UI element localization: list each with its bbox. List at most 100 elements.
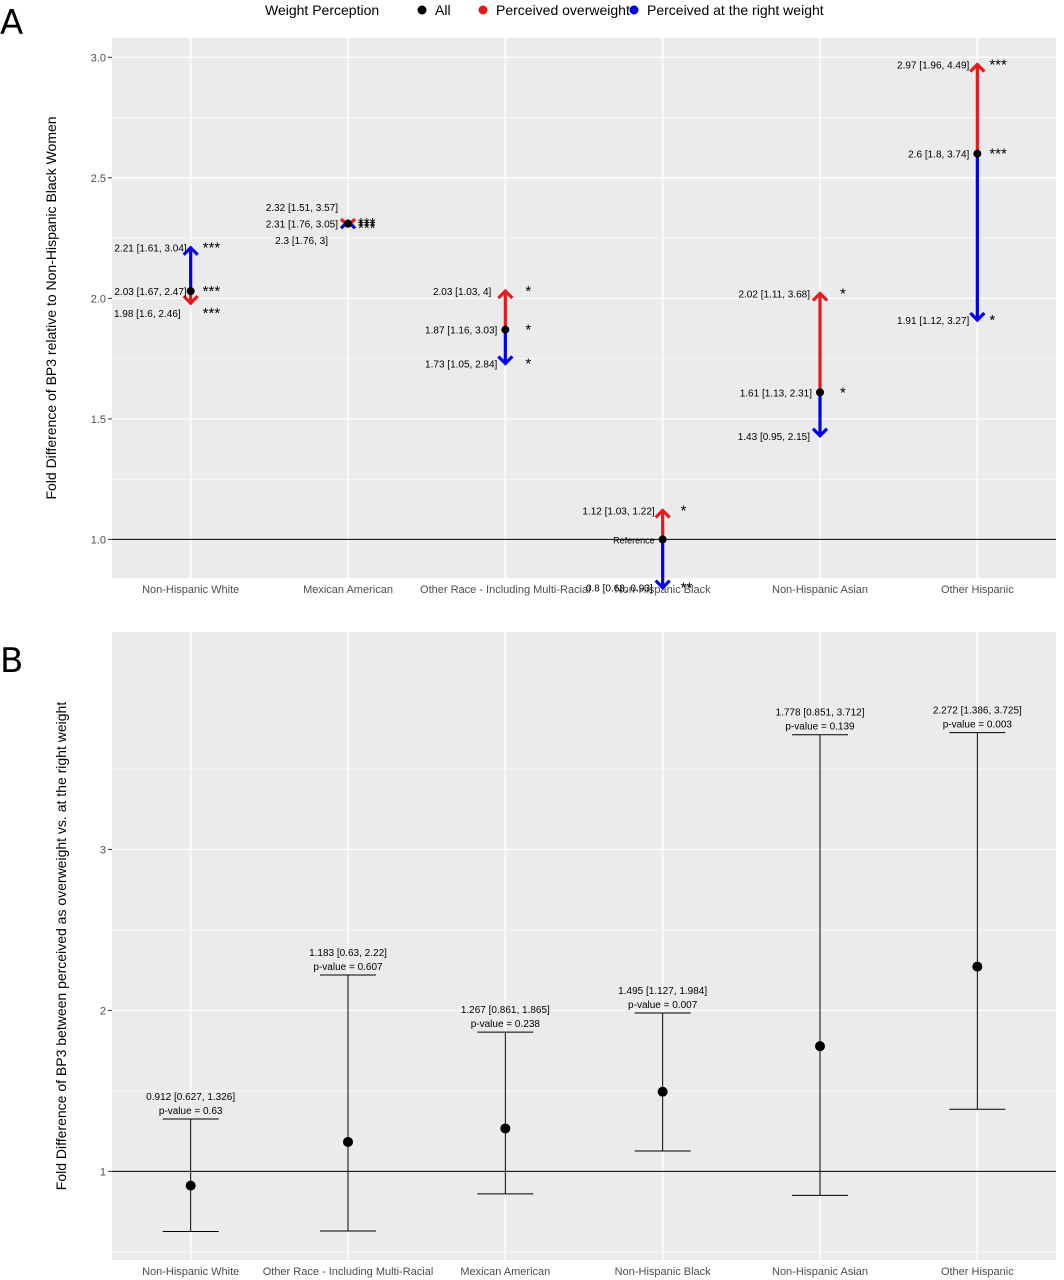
arrow-overweight-non-hispanic-white-head — [182, 295, 199, 306]
panel-a-x-tick-label: Other Race - Including Multi-Racial — [420, 584, 591, 596]
arrow-right-weight-other-hispanic-head — [969, 311, 986, 323]
label-overweight-other-race-including-multi-racial: 2.03 [1.03, 4] — [433, 287, 492, 298]
panel-b-y-tick-label: 1 — [100, 1166, 106, 1178]
panel-label-b: B — [0, 641, 23, 681]
label-overweight-non-hispanic-white: 1.98 [1.6, 2.46] — [114, 309, 181, 320]
label-right-weight-non-hispanic-white: 2.21 [1.61, 3.04] — [114, 244, 187, 255]
stars-all-non-hispanic-white: *** — [203, 283, 221, 300]
legend: Weight Perception All Perceived overweigh… — [265, 2, 824, 18]
label-all-other-hispanic: 2.6 [1.8, 3.74] — [908, 150, 969, 161]
panel-b-x-tick-label: Other Hispanic — [941, 1266, 1014, 1278]
label-all-non-hispanic-black: Reference — [613, 535, 655, 545]
label-right-weight-other-hispanic: 1.91 [1.12, 3.27] — [897, 316, 970, 327]
stars-overweight-other-race-including-multi-racial: * — [525, 283, 531, 300]
arrow-right-weight-non-hispanic-asian — [811, 392, 829, 439]
point-all-non-hispanic-black — [658, 535, 667, 544]
arrow-overweight-non-hispanic-black — [654, 508, 671, 540]
point-all-non-hispanic-asian — [816, 388, 824, 397]
stars-overweight-mexican-american: *** — [358, 220, 376, 237]
panel-b-background — [112, 632, 1056, 1260]
pvalue-label-other-race-including-multi-racial: p-value = 0.607 — [313, 962, 383, 973]
panel-a-y-tick-label: 1.0 — [91, 534, 106, 546]
arrow-right-weight-non-hispanic-black-head — [654, 579, 671, 590]
panel-b-x-tick-label: Non-Hispanic Asian — [772, 1266, 868, 1278]
label-all-mexican-american: 2.31 [1.76, 3.05] — [266, 220, 339, 231]
label-overweight-non-hispanic-black: 1.12 [1.03, 1.22] — [582, 507, 655, 518]
arrow-overweight-non-hispanic-asian-head — [811, 291, 829, 302]
point-estimate-non-hispanic-black — [657, 1086, 668, 1097]
panel-b-y-tick-label: 3 — [100, 844, 106, 856]
estimate-label-mexican-american: 1.267 [0.861, 1.865] — [461, 1005, 550, 1016]
panel-a-y-axis-label: Fold Difference of BP3 relative to Non-H… — [43, 116, 59, 499]
arrow-overweight-other-race-including-multi-racial — [497, 288, 514, 330]
pvalue-label-non-hispanic-black: p-value = 0.007 — [628, 1000, 698, 1011]
label-all-non-hispanic-white: 2.03 [1.67, 2.47] — [114, 287, 187, 298]
panel-a-x-tick-label: Non-Hispanic Asian — [772, 584, 868, 596]
point-estimate-non-hispanic-white — [185, 1180, 196, 1191]
panel-a-x-tick-label: Non-Hispanic White — [142, 584, 239, 596]
estimate-label-other-hispanic: 2.272 [1.386, 3.725] — [933, 706, 1022, 717]
point-estimate-mexican-american — [500, 1123, 511, 1134]
stars-overweight-non-hispanic-black: * — [681, 503, 687, 520]
panel-b: 1 2 3 Non-Hispanic White Other Race - Includ… — [53, 632, 1056, 1278]
pvalue-label-mexican-american: p-value = 0.238 — [471, 1019, 541, 1030]
legend-label-perceived-overweight: Perceived overweight — [496, 2, 630, 18]
panel-a-y-tick-label: 3.0 — [91, 52, 106, 64]
arrow-overweight-other-hispanic — [969, 62, 986, 154]
estimate-label-non-hispanic-asian: 1.778 [0.851, 3.712] — [776, 708, 865, 719]
label-overweight-mexican-american: 2.3 [1.76, 3] — [275, 236, 328, 247]
label-right-weight-non-hispanic-asian: 1.43 [0.95, 2.15] — [738, 432, 811, 443]
point-estimate-other-hispanic — [972, 961, 983, 972]
panel-a-y-tick-label: 1.5 — [91, 414, 106, 426]
estimate-label-non-hispanic-white: 0.912 [0.627, 1.326] — [146, 1092, 235, 1103]
label-overweight-other-hispanic: 2.97 [1.96, 4.49] — [897, 61, 970, 72]
stars-right-weight-non-hispanic-black: ** — [681, 580, 693, 597]
point-estimate-non-hispanic-asian — [815, 1041, 825, 1052]
label-right-weight-other-race-including-multi-racial: 1.73 [1.05, 2.84] — [425, 359, 498, 370]
arrow-overweight-non-hispanic-asian — [811, 291, 829, 393]
stars-right-weight-non-hispanic-white: *** — [203, 240, 221, 257]
pvalue-label-non-hispanic-white: p-value = 0.63 — [159, 1106, 223, 1117]
legend-swatch-all — [417, 5, 427, 15]
estimate-label-non-hispanic-black: 1.495 [1.127, 1.984] — [618, 986, 707, 997]
panel-b-x-tick-label: Other Race - Including Multi-Racial — [263, 1266, 434, 1278]
legend-swatch-perceived-overweight — [478, 5, 488, 15]
stars-right-weight-other-race-including-multi-racial: * — [525, 355, 531, 372]
label-right-weight-non-hispanic-black: 0.8 [0.68, 0.93] — [586, 584, 653, 595]
panel-label-a: A — [0, 3, 23, 43]
legend-title: Weight Perception — [265, 2, 379, 18]
panel-a-background — [112, 38, 1056, 578]
panel-b-x-tick-label: Non-Hispanic White — [142, 1266, 239, 1278]
point-all-non-hispanic-white — [186, 287, 195, 296]
label-all-non-hispanic-asian: 1.61 [1.13, 2.31] — [740, 388, 813, 399]
panel-a-y-tick-label: 2.5 — [91, 173, 106, 185]
label-overweight-non-hispanic-asian: 2.02 [1.11, 3.68] — [738, 290, 810, 301]
stars-overweight-non-hispanic-asian: * — [840, 286, 846, 303]
panel-a-x-tick-label: Non-Hispanic Black — [615, 584, 711, 596]
arrow-overweight-other-hispanic-head — [969, 62, 986, 73]
label-right-weight-mexican-american: 2.32 [1.51, 3.57] — [266, 203, 339, 214]
stars-overweight-non-hispanic-white: *** — [203, 305, 221, 322]
arrow-right-weight-non-hispanic-asian-head — [811, 427, 829, 439]
point-estimate-other-race-including-multi-racial — [343, 1136, 353, 1147]
stars-right-weight-other-hispanic: * — [989, 312, 995, 329]
panel-b-y-tick-label: 2 — [100, 1005, 106, 1017]
panel-b-y-axis-label: Fold Difference of BP3 between perceived… — [53, 702, 69, 1191]
panel-b-x-tick-label: Non-Hispanic Black — [615, 1266, 711, 1278]
panel-a: 1.0 1.5 2.0 2.5 3.0 Non-Hispanic White Mexican… — [43, 38, 1056, 597]
stars-all-non-hispanic-asian: * — [840, 384, 846, 401]
point-all-other-hispanic — [973, 149, 982, 158]
pvalue-label-non-hispanic-asian: p-value = 0.139 — [785, 722, 855, 733]
legend-label-all: All — [435, 2, 451, 18]
panel-b-x-tick-label: Mexican American — [460, 1266, 550, 1278]
arrow-right-weight-other-hispanic — [969, 153, 986, 323]
estimate-label-other-race-including-multi-racial: 1.183 [0.63, 2.22] — [309, 948, 387, 959]
point-all-other-race-including-multi-racial — [501, 325, 510, 334]
label-all-other-race-including-multi-racial: 1.87 [1.16, 3.03] — [425, 326, 498, 337]
stars-all-other-hispanic: *** — [989, 146, 1007, 163]
stars-right-weight-mexican-american: *** — [358, 215, 376, 232]
stars-all-other-race-including-multi-racial: * — [525, 322, 531, 339]
arrow-right-weight-other-race-including-multi-racial-head — [497, 355, 514, 366]
arrow-overweight-other-race-including-multi-racial-head — [497, 288, 514, 300]
